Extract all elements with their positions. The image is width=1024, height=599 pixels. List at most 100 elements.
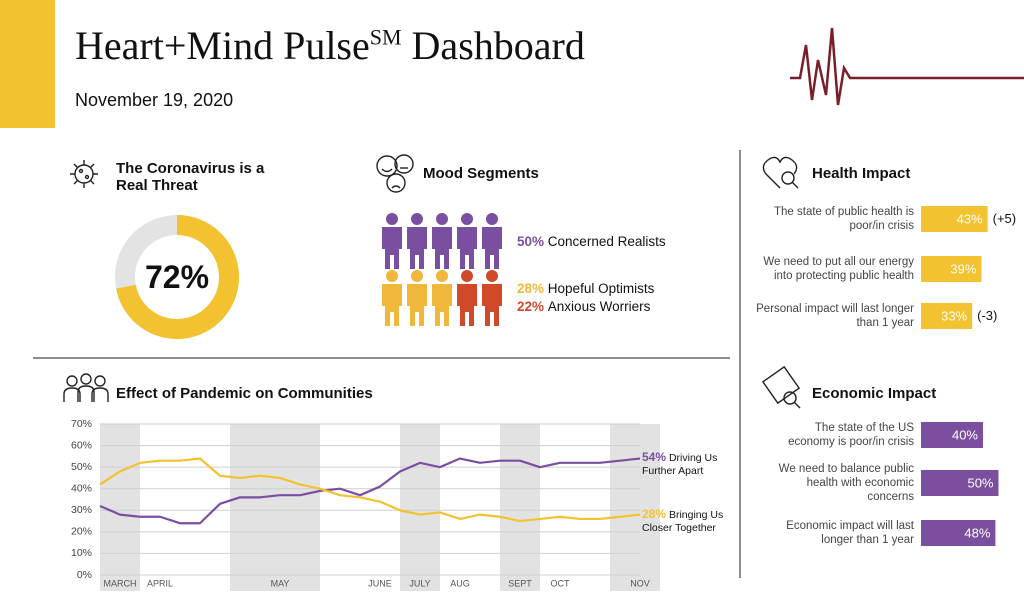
- mood-value: 22%: [517, 299, 545, 314]
- person-icon: [386, 213, 398, 225]
- month-band: [230, 424, 320, 591]
- x-tick-label: AUG: [450, 578, 470, 588]
- page-title: Heart+Mind PulseSM Dashboard: [75, 22, 585, 69]
- month-band: [500, 424, 540, 591]
- y-tick-label: 50%: [71, 461, 92, 473]
- item-label: We need to put all our energy into prote…: [763, 256, 914, 282]
- series-line: [99, 457, 641, 523]
- section-title: The Coronavirus is a Real Threat: [116, 160, 265, 194]
- person-icon: [461, 270, 473, 282]
- x-tick-label: MARCH: [104, 578, 137, 588]
- y-tick-label: 60%: [71, 439, 92, 451]
- person-icon: [382, 284, 402, 326]
- y-tick-label: 70%: [71, 418, 92, 430]
- bar: [921, 422, 983, 448]
- person-icon: [407, 284, 427, 326]
- x-tick-label: APRIL: [147, 578, 173, 588]
- person-icon: [482, 284, 502, 326]
- item-label: The state of the US economy is poor/in c…: [788, 422, 914, 448]
- x-tick-label: SEPT: [508, 578, 532, 588]
- section-title: Economic Impact: [812, 385, 937, 402]
- end-label: 54% Driving Us Further Apart: [642, 451, 730, 478]
- person-icon: [486, 213, 498, 225]
- item-label: The state of public health is poor/in cr…: [774, 206, 914, 232]
- bar-label: 43%: [957, 211, 983, 226]
- end-value: 28%: [642, 507, 667, 521]
- month-band: [100, 424, 140, 591]
- month-band: [610, 424, 660, 591]
- person-icon: [482, 227, 502, 269]
- mood-name: Hopeful Optimists: [547, 281, 655, 296]
- mood-legend: 50% Concerned Realists: [517, 234, 666, 249]
- change: (-3): [977, 308, 998, 323]
- mood-name: Concerned Realists: [547, 234, 666, 249]
- person-icon: [486, 270, 498, 282]
- donut-label: 72%: [144, 259, 210, 295]
- bar: [921, 470, 999, 496]
- heartbeat: [790, 27, 1024, 106]
- x-tick-label: MAY: [271, 578, 290, 588]
- person-icon: [457, 284, 477, 326]
- person-icon: [432, 227, 452, 269]
- x-tick-label: JUNE: [368, 578, 392, 588]
- item-label: We need to balance public health with ec…: [778, 463, 914, 503]
- bar: [921, 303, 973, 329]
- bar-label: 39%: [950, 261, 976, 276]
- change: (+5): [992, 211, 1017, 226]
- y-tick-label: 0%: [77, 569, 92, 581]
- person-icon: [432, 284, 452, 326]
- title-sup: SM: [369, 24, 402, 50]
- y-tick-label: 10%: [71, 547, 92, 559]
- y-tick-label: 30%: [71, 504, 92, 516]
- bar-label: 40%: [952, 427, 978, 442]
- person-icon: [411, 270, 423, 282]
- y-tick-label: 40%: [71, 482, 92, 494]
- virus-icon: [70, 160, 98, 188]
- money-icon: [761, 365, 801, 409]
- mood-legend: 22% Anxious Worriers: [517, 299, 650, 314]
- person-icon: [382, 227, 402, 269]
- bar: [921, 256, 982, 282]
- person-icon: [436, 213, 448, 225]
- chart-title: Effect of Pandemic on Communities: [116, 385, 373, 402]
- end-name: Bringing Us Closer Together: [642, 509, 724, 534]
- x-tick-label: NOV: [630, 578, 650, 588]
- bar-label: 50%: [967, 475, 993, 490]
- x-tick-label: OCT: [551, 578, 571, 588]
- person-icon: [411, 213, 423, 225]
- mood-icon: [376, 154, 414, 193]
- end-value: 54%: [642, 450, 667, 464]
- bar: [921, 206, 988, 232]
- mood-legend: 28% Hopeful Optimists: [517, 281, 654, 296]
- mood-value: 28%: [517, 281, 545, 296]
- month-band: [400, 424, 440, 591]
- mood-name: Anxious Worriers: [547, 299, 651, 314]
- person-icon: [436, 270, 448, 282]
- mood-value: 50%: [517, 234, 545, 249]
- end-name: Driving Us Further Apart: [642, 452, 718, 477]
- header-block: [0, 0, 55, 128]
- y-tick-label: 20%: [71, 526, 92, 538]
- person-icon: [457, 227, 477, 269]
- person-icon: [407, 227, 427, 269]
- title-text: Heart+Mind Pulse: [75, 23, 370, 68]
- title-end: Dashboard: [401, 23, 585, 68]
- bar-label: 33%: [941, 308, 967, 323]
- heart-icon: [762, 156, 799, 189]
- section-title: Health Impact: [812, 165, 911, 182]
- person-icon: [461, 213, 473, 225]
- community-icon: [63, 373, 109, 402]
- date: November 19, 2020: [75, 90, 234, 110]
- end-label: 28% Bringing Us Closer Together: [642, 508, 730, 535]
- item-label: Personal impact will last longer than 1 …: [756, 303, 914, 329]
- donut-arc: [116, 215, 239, 339]
- section-title: Mood Segments: [423, 165, 539, 182]
- bar: [921, 520, 996, 546]
- series-line: [99, 457, 641, 525]
- person-icon: [386, 270, 398, 282]
- item-label: Economic impact will last longer than 1 …: [786, 520, 914, 546]
- bar-label: 48%: [964, 525, 990, 540]
- x-tick-label: JULY: [409, 578, 430, 588]
